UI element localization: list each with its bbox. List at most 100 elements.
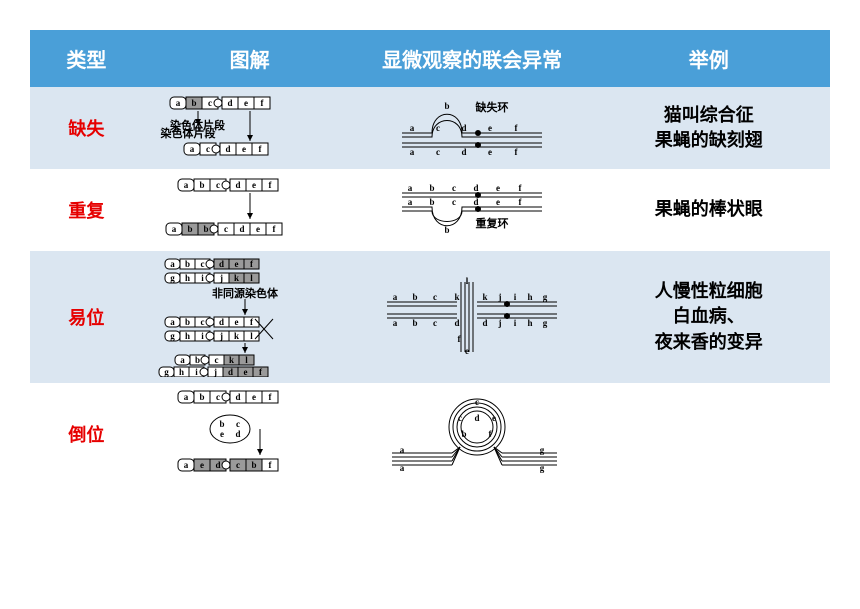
svg-text:e: e xyxy=(252,392,256,402)
svg-text:重复环: 重复环 xyxy=(476,216,509,230)
table-header-row: 类型图解显微观察的联会异常举例 xyxy=(30,30,830,87)
svg-text:b: b xyxy=(185,259,190,269)
diagram-cell: abcdef染色体片段染色体片段acdef xyxy=(143,87,357,169)
svg-text:i: i xyxy=(514,318,517,328)
svg-text:a: a xyxy=(410,147,415,157)
svg-text:a: a xyxy=(408,197,413,207)
svg-text:a: a xyxy=(400,463,405,473)
svg-text:h: h xyxy=(528,292,533,302)
svg-text:j: j xyxy=(219,273,223,283)
example-cell: 猫叫综合征果蝇的缺刻翅 xyxy=(588,87,830,169)
svg-text:b: b xyxy=(430,197,435,207)
type-cell: 缺失 xyxy=(30,87,143,169)
svg-text:d: d xyxy=(455,318,460,328)
svg-text:e: e xyxy=(252,180,256,190)
col-header-3: 举例 xyxy=(588,30,830,87)
svg-text:c: c xyxy=(216,392,220,402)
svg-text:d: d xyxy=(462,123,467,133)
svg-text:a: a xyxy=(170,259,175,269)
observation-cell: b缺失环aaccddeeff xyxy=(357,87,588,169)
svg-text:a: a xyxy=(393,292,398,302)
svg-text:b: b xyxy=(462,429,467,439)
svg-text:e: e xyxy=(488,147,492,157)
svg-text:d: d xyxy=(474,183,479,193)
type-cell: 易位 xyxy=(30,251,143,383)
svg-text:a: a xyxy=(171,224,176,234)
svg-text:a: a xyxy=(393,318,398,328)
svg-text:a: a xyxy=(183,392,188,402)
svg-text:d: d xyxy=(219,259,224,269)
svg-text:c: c xyxy=(458,413,462,423)
svg-text:d: d xyxy=(235,429,240,439)
svg-text:b: b xyxy=(187,224,192,234)
svg-text:b: b xyxy=(413,292,418,302)
svg-text:k: k xyxy=(234,331,239,341)
svg-text:g: g xyxy=(170,273,175,283)
svg-text:b: b xyxy=(191,98,196,108)
svg-text:f: f xyxy=(515,123,519,133)
svg-text:g: g xyxy=(540,445,545,455)
svg-text:c: c xyxy=(200,259,204,269)
svg-text:b: b xyxy=(219,419,224,429)
svg-text:e: e xyxy=(465,346,469,356)
svg-text:d: d xyxy=(227,98,232,108)
svg-text:染色体片段: 染色体片段 xyxy=(170,118,225,132)
svg-text:c: c xyxy=(436,147,440,157)
svg-text:d: d xyxy=(474,197,479,207)
svg-text:a: a xyxy=(400,445,405,455)
svg-text:e: e xyxy=(234,317,238,327)
svg-text:d: d xyxy=(483,318,488,328)
table-row: 倒位abcdefbcedaedcbfccdebfaagg xyxy=(30,383,830,485)
svg-text:c: c xyxy=(433,292,437,302)
svg-text:d: d xyxy=(462,147,467,157)
table-row: 重复abcdefabbcdefabcdefabcdefb重复环果蝇的棒状眼 xyxy=(30,169,830,251)
svg-text:i: i xyxy=(514,292,517,302)
svg-text:c: c xyxy=(436,123,440,133)
svg-text:c: c xyxy=(452,197,456,207)
svg-text:a: a xyxy=(183,460,188,470)
svg-text:l: l xyxy=(466,276,469,286)
table-row: 缺失abcdef染色体片段染色体片段acdefb缺失环aaccddeeff猫叫综… xyxy=(30,87,830,169)
svg-text:d: d xyxy=(235,180,240,190)
svg-text:g: g xyxy=(164,367,169,377)
svg-text:c: c xyxy=(200,317,204,327)
svg-text:g: g xyxy=(543,292,548,302)
example-cell: 果蝇的棒状眼 xyxy=(588,169,830,251)
svg-text:c: c xyxy=(433,318,437,328)
svg-text:k: k xyxy=(234,273,239,283)
svg-text:e: e xyxy=(220,429,224,439)
svg-text:k: k xyxy=(229,355,234,365)
svg-text:c: c xyxy=(236,460,240,470)
svg-text:c: c xyxy=(206,144,210,154)
svg-text:b: b xyxy=(445,225,450,235)
svg-text:c: c xyxy=(208,98,212,108)
svg-text:b: b xyxy=(185,317,190,327)
example-cell xyxy=(588,383,830,485)
svg-text:d: d xyxy=(239,224,244,234)
svg-text:f: f xyxy=(515,147,519,157)
observation-cell: abcdefabcdefb重复环 xyxy=(357,169,588,251)
svg-text:e: e xyxy=(244,98,248,108)
svg-text:d: d xyxy=(219,317,224,327)
col-header-2: 显微观察的联会异常 xyxy=(357,30,588,87)
svg-text:e: e xyxy=(496,183,500,193)
table-row: 易位abcdefghijkl非同源染色体abcdefghijklabcklghi… xyxy=(30,251,830,383)
col-header-0: 类型 xyxy=(30,30,143,87)
svg-text:d: d xyxy=(235,392,240,402)
svg-text:d: d xyxy=(475,413,480,423)
type-cell: 重复 xyxy=(30,169,143,251)
svg-text:e: e xyxy=(243,367,247,377)
svg-text:k: k xyxy=(483,292,488,302)
svg-text:c: c xyxy=(224,224,228,234)
col-header-1: 图解 xyxy=(143,30,357,87)
svg-text:a: a xyxy=(408,183,413,193)
svg-text:b: b xyxy=(430,183,435,193)
svg-text:e: e xyxy=(488,123,492,133)
observation-cell: abcabckdkjihgdjihglef xyxy=(357,251,588,383)
svg-text:b: b xyxy=(203,224,208,234)
svg-text:c: c xyxy=(475,397,479,407)
svg-text:b: b xyxy=(199,392,204,402)
svg-text:f: f xyxy=(519,183,523,193)
mutation-types-table: 类型图解显微观察的联会异常举例 缺失abcdef染色体片段染色体片段acdefb… xyxy=(30,30,830,485)
svg-text:j: j xyxy=(219,331,223,341)
